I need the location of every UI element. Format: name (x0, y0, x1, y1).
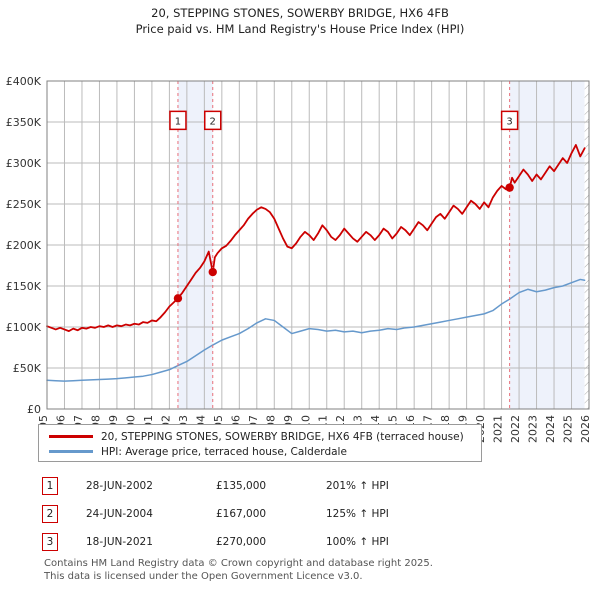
marker-label-text: 1 (175, 116, 181, 127)
transaction-hpi-delta: 201% ↑ HPI (326, 480, 389, 492)
marker-label-box (500, 110, 519, 131)
y-axis-tick-label: £150K (6, 280, 42, 293)
legend-item-price-paid: 20, STEPPING STONES, SOWERBY BRIDGE, HX6… (45, 429, 475, 444)
transaction-price: £167,000 (216, 508, 267, 520)
x-axis-tick-label: 2022 (509, 415, 522, 443)
marker-label-text: 2 (210, 116, 216, 127)
transaction-date: 18-JUN-2021 (86, 536, 153, 548)
price-history-chart[interactable]: £0 £50K £100K £150K £200K £250K £300K £350K £400… (0, 37, 600, 457)
y-axis-tick-label: £50K (13, 362, 42, 375)
transaction-price: £135,000 (216, 480, 267, 492)
legend-swatch-price-paid (49, 435, 93, 438)
chart-canvas[interactable]: £0 £50K £100K £150K £200K £250K £300K £350K £400… (0, 37, 600, 457)
marker-label-text: 3 (506, 116, 512, 127)
legend-item-hpi: HPI: Average price, terraced house, Cald… (45, 444, 475, 459)
series-line-price-paid (46, 144, 586, 333)
x-axis-tick-label: 2026 (579, 415, 592, 443)
x-axis-tick-label: 2021 (492, 415, 505, 443)
footer-line-1: Contains HM Land Registry data © Crown c… (44, 558, 433, 569)
y-axis-tick-label: £100K (6, 321, 42, 334)
y-axis-tick-label: £0 (27, 403, 41, 416)
sale-point-marker (208, 267, 217, 277)
transaction-hpi-delta: 100% ↑ HPI (326, 536, 389, 548)
transactions-table: 1 28-JUN-2002 £135,000 201% ↑ HPI 2 24-JUN-20… (38, 472, 498, 556)
legend-label-hpi: HPI: Average price, terraced house, Cald… (101, 445, 347, 458)
x-axis-tick-label: 2025 (562, 415, 575, 443)
page-title: 20, STEPPING STONES, SOWERBY BRIDGE, HX6… (151, 6, 449, 20)
transaction-date: 28-JUN-2002 (86, 480, 153, 492)
footer-attribution: Contains HM Land Registry data © Crown c… (44, 558, 584, 583)
table-row: 2 24-JUN-2004 £167,000 125% ↑ HPI (38, 500, 498, 528)
transaction-index-badge: 1 (42, 477, 58, 495)
marker-label-box (169, 110, 187, 131)
y-axis-tick-label: £200K (6, 239, 42, 252)
x-axis-tick-label: 2024 (544, 415, 557, 443)
table-row: 3 18-JUN-2021 £270,000 100% ↑ HPI (38, 528, 498, 556)
transaction-hpi-delta: 125% ↑ HPI (326, 508, 389, 520)
y-axis-tick-label: £400K (6, 75, 42, 88)
footer-line-2: This data is licensed under the Open Gov… (44, 570, 363, 582)
transaction-date: 24-JUN-2004 (86, 508, 153, 520)
y-axis-tick-label: £350K (6, 116, 42, 129)
x-axis-tick-label: 2023 (527, 415, 540, 443)
marker-label-box (203, 110, 222, 131)
sale-point-marker (505, 183, 514, 192)
legend-swatch-hpi (49, 450, 93, 453)
y-axis-tick-label: £300K (6, 157, 42, 170)
page-subtitle: Price paid vs. HM Land Registry's House … (135, 22, 465, 36)
table-row: 1 28-JUN-2002 £135,000 201% ↑ HPI (38, 472, 498, 500)
transaction-index-badge: 3 (42, 533, 58, 551)
chart-titles: 20, STEPPING STONES, SOWERBY BRIDGE, HX6… (0, 0, 600, 37)
sale-point-marker (173, 294, 183, 303)
legend-label-price-paid: 20, STEPPING STONES, SOWERBY BRIDGE, HX6… (101, 430, 464, 443)
series-line-hpi (46, 278, 586, 382)
transaction-index-badge: 2 (42, 505, 58, 523)
y-axis-tick-label: £250K (6, 198, 42, 211)
chart-legend: 20, STEPPING STONES, SOWERBY BRIDGE, HX6… (38, 424, 482, 462)
transaction-price: £270,000 (216, 536, 267, 548)
